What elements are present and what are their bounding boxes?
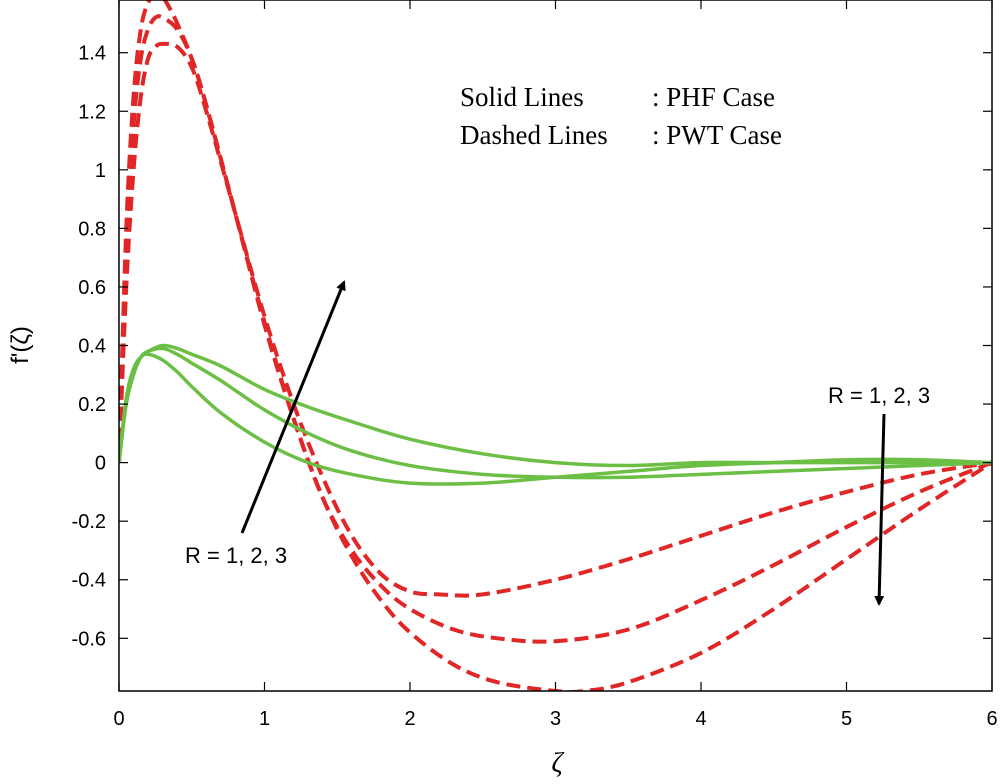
legend-dashed-label: Dashed Lines xyxy=(460,120,608,150)
series-layer xyxy=(119,0,992,691)
arrow-down xyxy=(874,413,886,606)
y-axis-ticks: -0.6 -0.4 -0.2 0 0.2 0.4 0.6 0.8 1 1.2 1.4 xyxy=(72,43,992,650)
arrow-up xyxy=(240,280,346,534)
x-tick-label: 2 xyxy=(404,708,415,730)
x-tick-label: 3 xyxy=(550,708,561,730)
x-tick-label: 6 xyxy=(986,708,997,730)
series-line-pwt-6 xyxy=(119,0,992,691)
y-tick-label: 1.2 xyxy=(78,101,106,123)
y-axis-title: f'(ζ) xyxy=(7,326,34,364)
series-line-phf-3 xyxy=(119,352,992,486)
legend-solid-label: Solid Lines xyxy=(460,82,584,112)
legend-dashed-value: : PWT Case xyxy=(652,120,782,150)
y-tick-label: 0.2 xyxy=(78,394,106,416)
y-tick-label: 1 xyxy=(95,160,106,182)
y-tick-label: 0.8 xyxy=(78,218,106,240)
x-axis-title: ζ xyxy=(551,748,564,779)
annotation-left: R = 1, 2, 3 xyxy=(185,543,287,568)
y-tick-label: 0 xyxy=(95,453,106,475)
y-tick-label: -0.2 xyxy=(72,511,106,533)
series-line-pwt-5 xyxy=(119,14,992,644)
y-tick-label: 0.6 xyxy=(78,277,106,299)
legend-solid-value: : PHF Case xyxy=(652,82,775,112)
y-tick-label: 0.4 xyxy=(78,336,106,358)
x-tick-label: 5 xyxy=(841,708,852,730)
x-tick-label: 4 xyxy=(695,708,706,730)
x-tick-label: 0 xyxy=(113,708,124,730)
y-tick-label: 1.4 xyxy=(78,43,106,65)
y-tick-label: -0.4 xyxy=(72,570,106,592)
annotation-right: R = 1, 2, 3 xyxy=(828,383,930,408)
y-tick-label: -0.6 xyxy=(72,628,106,650)
x-tick-label: 1 xyxy=(259,708,270,730)
x-axis-ticks: 0 1 2 3 4 5 6 xyxy=(113,0,998,730)
